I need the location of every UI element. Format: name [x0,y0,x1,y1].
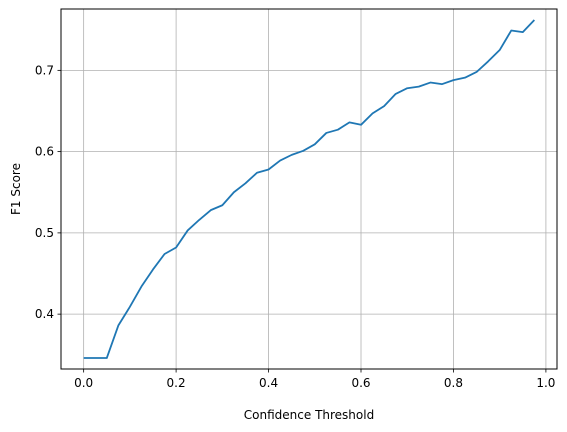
x-axis-label: Confidence Threshold [244,408,374,422]
y-axis-label: F1 Score [9,163,23,215]
x-tick-label: 0.0 [74,376,93,390]
y-tick-label: 0.5 [35,226,54,240]
x-tick-label: 0.6 [351,376,370,390]
y-tick-label: 0.7 [35,63,54,77]
y-tick-label: 0.6 [35,145,54,159]
x-tick-label: 0.2 [167,376,186,390]
y-tick-label: 0.4 [35,307,54,321]
x-tick-label: 0.4 [259,376,278,390]
x-tick-label: 0.8 [444,376,463,390]
x-tick-label: 1.0 [536,376,555,390]
